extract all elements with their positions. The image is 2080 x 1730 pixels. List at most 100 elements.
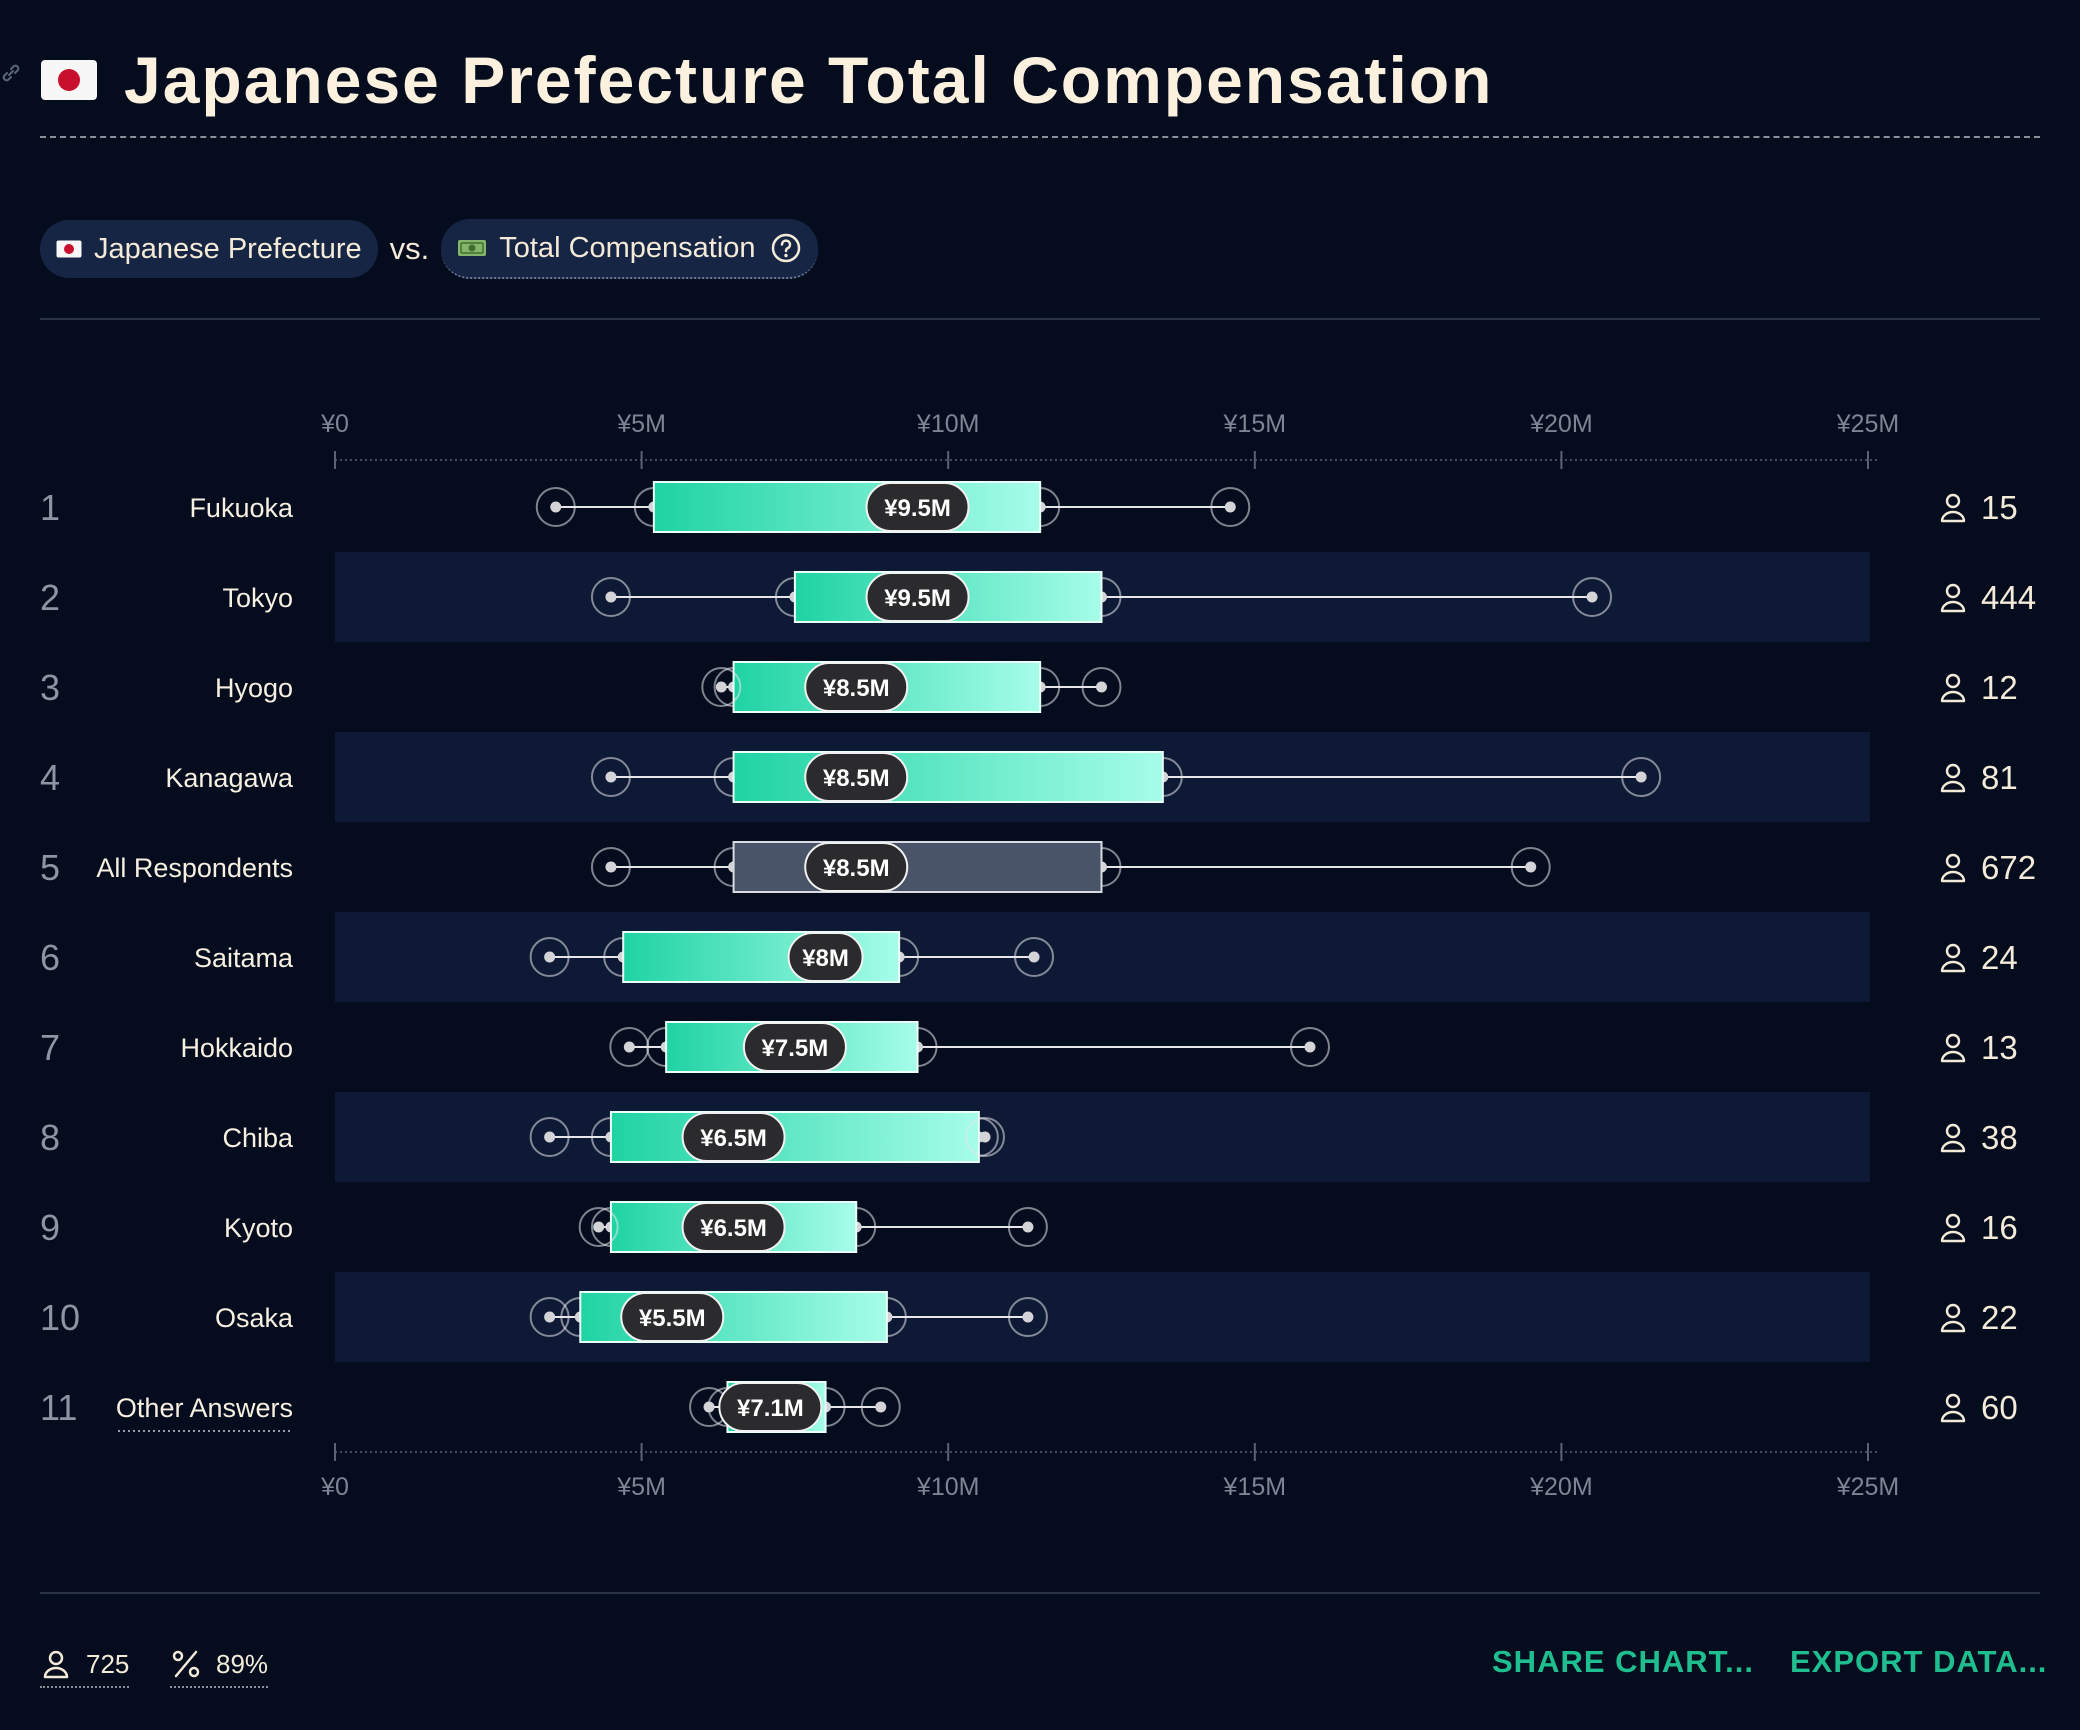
iqr-box[interactable]	[732, 841, 1103, 893]
header-divider	[40, 318, 2040, 320]
whisker-endpoint-ring[interactable]	[860, 1387, 901, 1427]
iqr-box[interactable]	[609, 1111, 980, 1163]
whisker-endpoint-ring[interactable]	[1081, 667, 1122, 707]
whisker-endpoint-ring[interactable]	[1510, 847, 1551, 887]
median-label: ¥9.5M	[884, 585, 951, 612]
percent-icon	[172, 1650, 200, 1678]
metric-label: Total Compensation	[499, 231, 756, 264]
median-label: ¥8.5M	[823, 675, 890, 702]
row-rank: 9	[40, 1207, 60, 1248]
median-label: ¥9.5M	[884, 495, 951, 522]
whisker-endpoint-dot	[1022, 1311, 1034, 1323]
percent-stat[interactable]: 89%	[170, 1642, 269, 1688]
median-pill	[787, 932, 864, 982]
iqr-box[interactable]	[652, 481, 1042, 533]
respondents-stat[interactable]: 725	[40, 1642, 130, 1688]
median-label: ¥8M	[802, 945, 849, 972]
median-pill	[681, 1202, 786, 1252]
page-title: Japanese Prefecture Total Compensation	[124, 43, 1494, 117]
whisker-endpoint-dot	[979, 1131, 991, 1143]
filter-pills: Japanese Prefecture vs. Total Compensati…	[40, 218, 818, 280]
person-icon	[1940, 1123, 1966, 1153]
whisker-endpoint-ring[interactable]	[1210, 487, 1251, 527]
row-label: Osaka	[215, 1303, 294, 1333]
median-label: ¥7.5M	[762, 1035, 829, 1062]
whisker-endpoint-ring[interactable]	[529, 1117, 570, 1157]
whisker-endpoint-dot	[1022, 1221, 1034, 1233]
whisker-endpoint-dot	[1028, 951, 1040, 963]
person-icon	[1940, 583, 1966, 613]
whisker-endpoint-ring[interactable]	[578, 1207, 619, 1247]
person-icon	[1940, 1033, 1966, 1063]
row-label: Hokkaido	[180, 1033, 293, 1063]
person-icon	[43, 1650, 69, 1679]
whisker-endpoint-ring[interactable]	[1621, 757, 1662, 797]
top-axis-tick-label: ¥15M	[1223, 410, 1287, 438]
whisker-endpoint-dot	[715, 681, 727, 693]
whisker-endpoint-dot	[605, 861, 617, 873]
row-rank: 11	[40, 1387, 77, 1428]
row-rank: 4	[40, 757, 60, 798]
whisker-endpoint-ring[interactable]	[535, 487, 576, 527]
whisker-endpoint-ring[interactable]	[609, 1027, 650, 1067]
whisker-endpoint-ring[interactable]	[1289, 1027, 1330, 1067]
row-rank: 7	[40, 1027, 60, 1068]
whisker-endpoint-ring[interactable]	[529, 937, 570, 977]
bottom-axis-tick-label: ¥0	[320, 1473, 349, 1501]
respondents-count: 725	[86, 1648, 130, 1679]
whisker-endpoint-dot	[703, 1401, 715, 1413]
bottom-axis-tick-label: ¥15M	[1223, 1473, 1287, 1501]
median-pill	[804, 842, 909, 892]
whisker-endpoint-ring[interactable]	[701, 667, 742, 707]
export-data-button[interactable]: EXPORT DATA...	[1790, 1644, 2048, 1679]
whisker-endpoint-ring[interactable]	[529, 1297, 570, 1337]
row-count: 22	[1981, 1299, 2018, 1336]
median-pill	[681, 1112, 786, 1162]
median-pill	[718, 1382, 823, 1432]
iqr-box[interactable]	[732, 751, 1164, 803]
row-rank: 10	[40, 1297, 80, 1338]
whisker-endpoint-ring[interactable]	[590, 757, 631, 797]
whisker-endpoint-dot	[605, 771, 617, 783]
whisker-endpoint-ring[interactable]	[964, 1117, 1005, 1157]
row-count: 16	[1981, 1209, 2018, 1246]
person-icon	[1940, 673, 1966, 703]
whisker-endpoint-ring[interactable]	[590, 847, 631, 887]
whisker-endpoint-dot	[623, 1041, 635, 1053]
person-icon	[1940, 1213, 1966, 1243]
whisker-endpoint-ring[interactable]	[1572, 577, 1613, 617]
whisker-endpoint-ring[interactable]	[590, 577, 631, 617]
title-row: Japanese Prefecture Total Compensation	[40, 40, 1493, 120]
help-icon[interactable]	[770, 232, 802, 264]
whisker-endpoint-ring[interactable]	[1007, 1207, 1048, 1247]
median-pill	[865, 572, 970, 622]
row-label: Tokyo	[222, 583, 293, 613]
median-pill	[804, 662, 909, 712]
row-count: 15	[1981, 489, 2018, 526]
metric-selector[interactable]: Total Compensation	[441, 219, 818, 279]
row-label: Saitama	[194, 943, 294, 973]
whisker-endpoint-dot	[544, 1311, 556, 1323]
whisker-endpoint-dot	[1096, 681, 1107, 693]
percent-value: 89%	[216, 1648, 269, 1679]
bottom-axis-tick-label: ¥25M	[1836, 1473, 1900, 1501]
row-count: 81	[1981, 759, 2018, 796]
whisker-endpoint-ring[interactable]	[1014, 937, 1055, 977]
median-pill	[804, 752, 909, 802]
top-axis-tick-label: ¥25M	[1836, 410, 1900, 438]
row-label[interactable]: Other Answers	[116, 1393, 293, 1423]
row-rank: 2	[40, 577, 60, 618]
whisker-endpoint-ring[interactable]	[1007, 1297, 1048, 1337]
footer-divider	[40, 1592, 2040, 1594]
whisker-endpoint-dot	[1586, 591, 1598, 603]
row-count: 444	[1981, 579, 2036, 616]
whisker-endpoint-dot	[605, 591, 617, 603]
share-chart-button[interactable]: SHARE CHART...	[1492, 1644, 1755, 1679]
row-label: Fukuoka	[189, 493, 294, 523]
link-icon[interactable]	[0, 62, 22, 84]
person-icon	[1940, 493, 1966, 523]
dimension-selector[interactable]: Japanese Prefecture	[40, 220, 378, 278]
row-rank: 6	[40, 937, 60, 978]
row-count: 24	[1981, 939, 2018, 976]
person-icon	[1940, 943, 1966, 973]
